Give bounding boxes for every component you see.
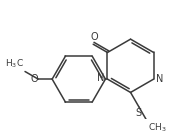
Text: S: S	[136, 108, 142, 118]
Text: O: O	[91, 32, 98, 42]
Text: N: N	[97, 73, 104, 83]
Text: CH$_3$: CH$_3$	[148, 121, 166, 134]
Text: N: N	[156, 74, 164, 84]
Text: H$_3$C: H$_3$C	[5, 58, 24, 70]
Text: O: O	[30, 74, 38, 84]
